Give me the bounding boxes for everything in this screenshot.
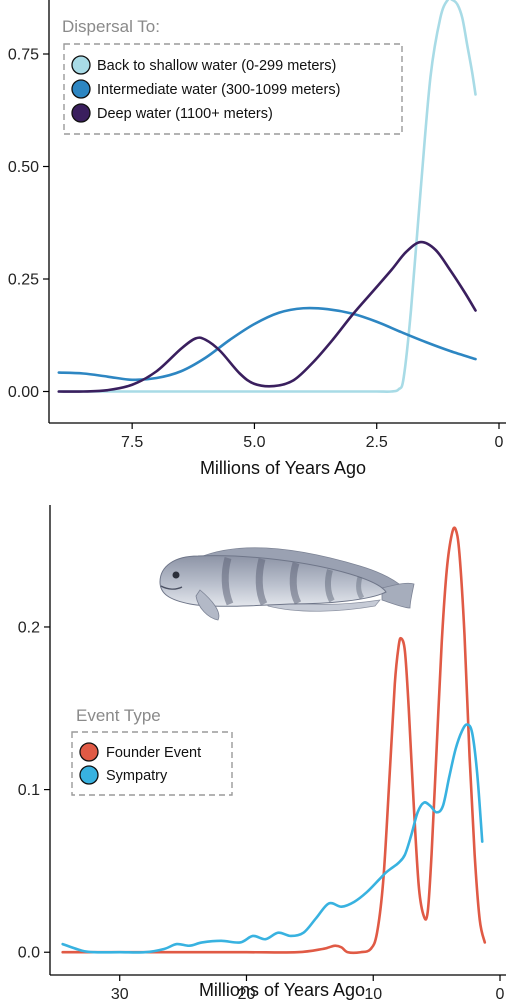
dispersal-x-tick-label: 5.0 xyxy=(243,434,265,451)
event-series-founder-event xyxy=(61,526,487,955)
dispersal-legend-box xyxy=(63,43,403,135)
dispersal-y-ticks: 0.00 0.25 0.50 0.75 xyxy=(8,47,49,401)
legend-label-founder-event: Founder Event xyxy=(106,745,201,761)
event-x-tick-label: 20 xyxy=(238,986,256,1000)
legend-key-founder-event xyxy=(79,742,99,762)
legend-key-sympatry xyxy=(79,765,99,785)
dispersal-legend-title: Dispersal To: xyxy=(62,17,160,36)
event-legend: Event Type Founder Event Sympatry xyxy=(71,706,233,796)
dispersal-x-tick-label: 7.5 xyxy=(121,434,143,451)
dispersal-x-tick-label: 0 xyxy=(495,434,504,451)
dispersal-density-chart: 0.00 0.25 0.50 0.75 7.5 5.0 2.5 0 Millions of … xyxy=(8,0,506,478)
dispersal-y-tick-label: 0.50 xyxy=(8,159,39,176)
event-series-lines xyxy=(61,526,487,955)
dispersal-x-tick-label: 2.5 xyxy=(366,434,388,451)
event-x-ticks: 30 20 10 0 xyxy=(111,975,505,1000)
dispersal-x-ticks: 7.5 5.0 2.5 0 xyxy=(121,423,504,451)
event-x-axis-title: Millions of Years Ago xyxy=(199,980,365,1000)
event-legend-box xyxy=(71,731,233,796)
dispersal-series-lines xyxy=(57,0,477,393)
dispersal-series-intermediate-water xyxy=(57,306,477,382)
legend-label-sympatry: Sympatry xyxy=(106,768,168,784)
dispersal-x-axis-title: Millions of Years Ago xyxy=(200,458,366,478)
legend-label-deep: Deep water (1100+ meters) xyxy=(97,106,273,122)
event-series-sympatry xyxy=(61,723,484,954)
dispersal-series-back-to-shallow-water xyxy=(57,0,477,393)
dispersal-series-deep-water xyxy=(57,240,477,393)
dispersal-y-tick-label: 0.25 xyxy=(8,272,39,289)
event-x-tick-label: 10 xyxy=(364,986,382,1000)
event-y-ticks: 0.0 0.1 0.2 xyxy=(18,619,50,962)
event-y-tick-label: 0.0 xyxy=(18,945,40,962)
event-x-tick-label: 30 xyxy=(111,986,129,1000)
event-y-tick-label: 0.1 xyxy=(18,782,40,799)
legend-key-deep xyxy=(71,103,91,123)
legend-label-shallow: Back to shallow water (0-299 meters) xyxy=(97,58,336,74)
dispersal-y-tick-label: 0.75 xyxy=(8,47,39,64)
legend-label-intermediate: Intermediate water (300-1099 meters) xyxy=(97,82,340,98)
event-legend-title: Event Type xyxy=(76,706,161,725)
event-type-density-chart: 0.00.10.2 30 20 10 0 Millions of Years Ago … xyxy=(18,505,506,1000)
event-x-tick-label: 0 xyxy=(496,986,505,1000)
fish-illustration xyxy=(159,547,415,621)
event-y-tick-label: 0.2 xyxy=(18,619,40,636)
legend-key-intermediate xyxy=(71,79,91,99)
dispersal-y-tick-label: 0.00 xyxy=(8,384,39,401)
dispersal-legend: Dispersal To: Back to shallow water (0-2… xyxy=(62,17,403,135)
legend-key-shallow xyxy=(71,55,91,75)
